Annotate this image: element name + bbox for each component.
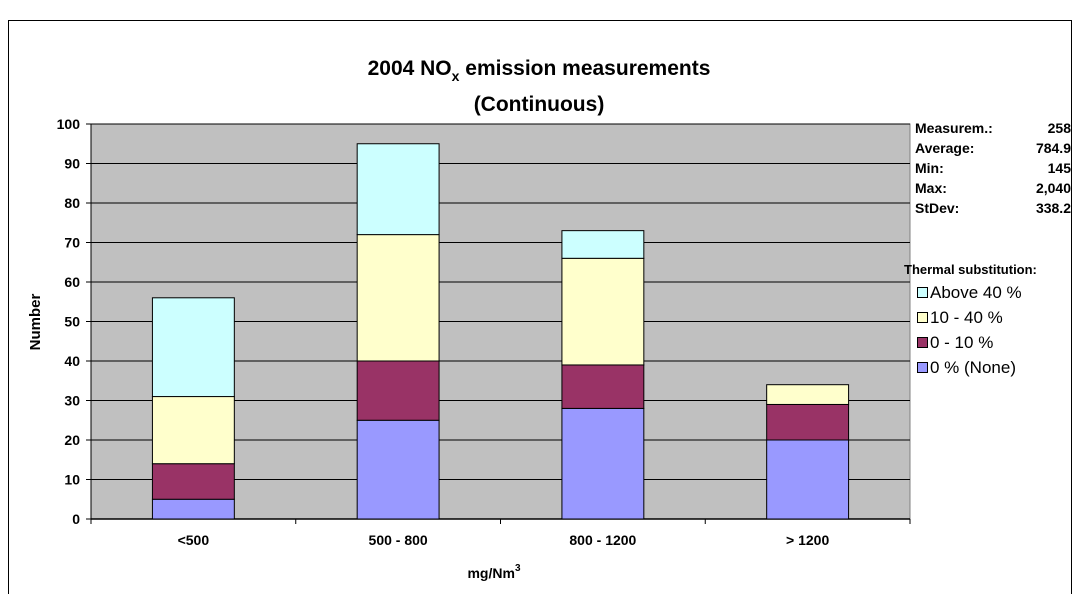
stat-value: 338.2	[1035, 200, 1071, 216]
legend-swatch	[917, 287, 928, 298]
stat-value: 258	[1047, 120, 1071, 136]
chart-title-rest: emission measurements	[459, 57, 710, 80]
y-tick-label: 100	[57, 116, 81, 132]
plot-area: 0 10 20 30 40 50 60 70 80 90 100 <500 500 - 800 800 -…	[57, 116, 911, 548]
legend-item: 10 - 40 %	[904, 305, 1079, 330]
bar-segment	[561, 407, 645, 520]
chart-title-line1: 2004 NOx emission measurements	[368, 57, 711, 84]
x-axis-label-main: mg/Nm	[467, 565, 514, 581]
bar-segment	[151, 297, 235, 398]
legend-item: Above 40 %	[904, 280, 1079, 305]
y-tick-label: 0	[72, 511, 80, 527]
stat-label: Measurem.:	[915, 120, 993, 136]
y-tick-label: 40	[64, 353, 80, 369]
x-tick-label: > 1200	[786, 532, 829, 548]
x-tick-label: 800 - 1200	[569, 532, 636, 548]
bar-segment	[766, 403, 850, 441]
bar-segment	[356, 419, 440, 520]
chart-title-main: 2004 NO	[368, 57, 452, 80]
stat-value: 2,040	[1035, 180, 1071, 196]
bar-segment	[151, 498, 235, 520]
stat-row: StDev: 338.2	[915, 198, 1071, 218]
stat-row: Average: 784.9	[915, 138, 1071, 158]
bar-segment	[561, 257, 645, 366]
y-tick-label: 80	[64, 195, 80, 211]
legend-label: 0 % (None)	[930, 358, 1016, 377]
bar-segment	[356, 143, 440, 236]
x-axis-label-sup: 3	[515, 563, 521, 574]
bar-segment	[356, 360, 440, 421]
bar-segment	[151, 463, 235, 500]
y-tick-label: 60	[64, 274, 80, 290]
stats-box: Measurem.: 258 Average: 784.9 Min: 145 Max: 2,0…	[915, 118, 1071, 218]
y-axis-label: Number	[27, 294, 44, 351]
legend-label: 10 - 40 %	[930, 308, 1003, 327]
chart-title-subscript: x	[452, 68, 460, 84]
y-tick-label: 90	[64, 156, 80, 172]
x-tick-label: 500 - 800	[369, 532, 428, 548]
legend-label: 0 - 10 %	[930, 333, 994, 352]
bar-segment	[151, 396, 235, 465]
stat-label: StDev:	[915, 200, 960, 216]
stat-label: Average:	[915, 140, 975, 156]
bar-segment	[766, 439, 850, 520]
bar-segment	[356, 234, 440, 362]
stat-row: Measurem.: 258	[915, 118, 1071, 138]
y-tick-label: 20	[64, 432, 80, 448]
x-axis-label: mg/Nm3	[467, 563, 520, 581]
chart-title-line2: (Continuous)	[474, 93, 605, 116]
legend-swatch	[917, 362, 928, 373]
stat-label: Max:	[915, 180, 947, 196]
stat-value: 784.9	[1035, 140, 1071, 156]
stat-label: Min:	[915, 160, 944, 176]
x-tick-label: <500	[178, 532, 210, 548]
stat-row: Max: 2,040	[915, 178, 1071, 198]
legend-swatch	[917, 312, 928, 323]
y-tick-label: 70	[64, 235, 80, 251]
bar-segment	[561, 364, 645, 409]
y-tick-label: 50	[64, 314, 80, 330]
bar-segment	[561, 230, 645, 259]
legend-item: 0 - 10 %	[904, 330, 1079, 355]
chart-frame	[8, 20, 1072, 594]
legend-item: 0 % (None)	[904, 355, 1079, 380]
y-tick-label: 10	[64, 472, 80, 488]
legend-title: Thermal substitution:	[904, 262, 1037, 277]
y-tick-label: 30	[64, 393, 80, 409]
legend-swatch	[917, 337, 928, 348]
stat-row: Min: 145	[915, 158, 1071, 178]
legend-label: Above 40 %	[930, 283, 1022, 302]
legend: Thermal substitution: Above 40 % 10 - 40 …	[904, 260, 1079, 380]
stat-value: 145	[1047, 160, 1071, 176]
bar-segment	[766, 384, 850, 405]
